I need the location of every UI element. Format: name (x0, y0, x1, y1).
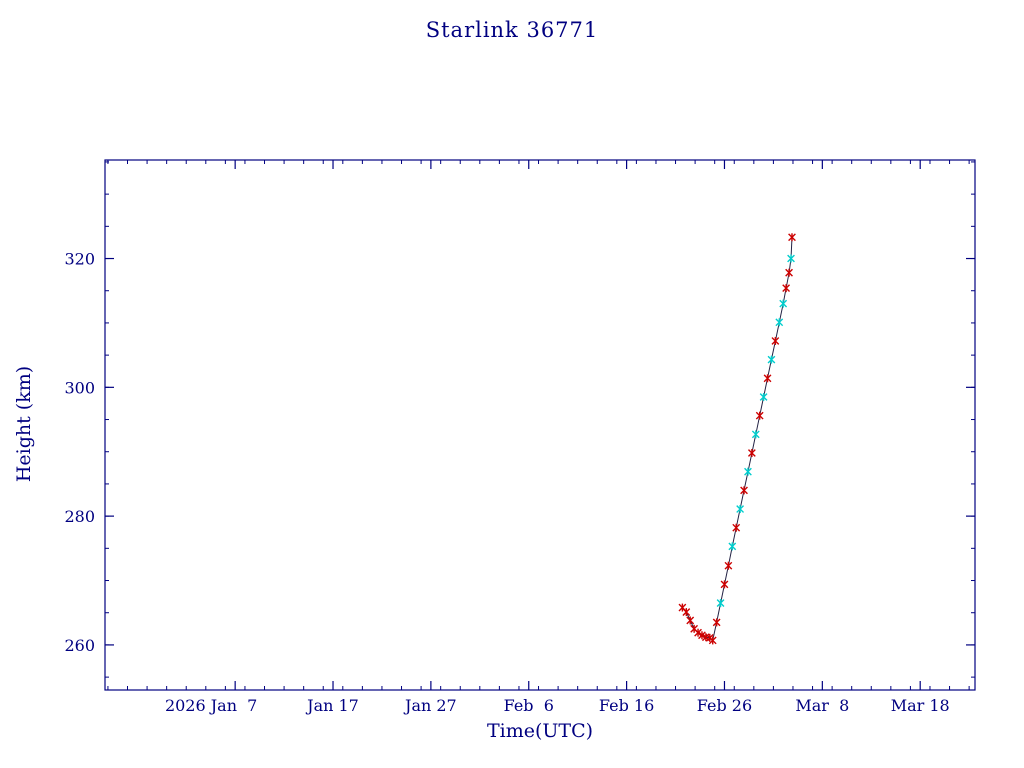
data-point-red (694, 628, 702, 637)
data-point-red (747, 449, 756, 458)
x-tick-label: Jan 27 (403, 696, 457, 715)
data-point-cyan (744, 467, 752, 476)
marker-stroke (678, 603, 687, 612)
data-point-red (732, 523, 741, 532)
marker-stroke (720, 580, 729, 589)
data-point-cyan (767, 355, 776, 364)
marker-stroke (755, 411, 764, 420)
x-tick-label: Feb 16 (599, 696, 654, 715)
data-point-red (712, 618, 721, 627)
y-tick-label: 320 (64, 250, 95, 269)
data-point-red (686, 616, 695, 625)
marker-stroke (690, 624, 699, 633)
data-point-cyan (716, 599, 725, 608)
marker-stroke (732, 523, 741, 532)
data-point-cyan (787, 254, 795, 263)
x-axis-label: Time(UTC) (486, 720, 594, 742)
data-point-cyan (775, 318, 784, 327)
data-point-red (708, 636, 717, 645)
data-point-red (698, 631, 706, 640)
x-tick-label: 2026 Jan 7 (165, 696, 257, 715)
marker-stroke (716, 599, 725, 607)
data-point-cyan (759, 392, 768, 401)
marker-stroke (698, 631, 706, 640)
marker-stroke (686, 616, 695, 625)
x-tick-label: Mar 8 (795, 696, 849, 715)
marker-stroke (740, 486, 748, 495)
y-tick-label: 260 (64, 636, 95, 655)
x-tick-label: Mar 18 (891, 696, 950, 715)
trend-line (682, 237, 793, 642)
marker-stroke (763, 374, 772, 383)
data-point-cyan (779, 299, 788, 308)
marker-stroke (771, 337, 780, 345)
marker-stroke (708, 636, 717, 645)
data-point-red (771, 336, 780, 345)
marker-stroke (785, 268, 793, 277)
data-point-red (720, 580, 729, 589)
marker-stroke (787, 254, 795, 263)
marker-stroke (747, 449, 756, 457)
marker-stroke (724, 561, 733, 570)
data-point-red (755, 411, 764, 420)
marker-stroke (694, 628, 702, 637)
data-point-red (788, 233, 796, 242)
marker-stroke (682, 608, 691, 616)
marker-stroke (751, 430, 760, 439)
data-point-red (763, 374, 772, 383)
data-point-red (782, 284, 791, 293)
data-point-red (785, 268, 793, 277)
x-tick-label: Feb 6 (504, 696, 554, 715)
data-point-cyan (736, 505, 745, 514)
marker-stroke (788, 233, 796, 242)
y-tick-label: 280 (64, 507, 95, 526)
data-point-red (740, 486, 748, 495)
marker-stroke (775, 318, 784, 327)
marker-stroke (779, 299, 788, 308)
marker-stroke (701, 633, 710, 642)
x-tick-label: Jan 17 (305, 696, 359, 715)
marker-stroke (767, 355, 776, 364)
marker-stroke (759, 393, 768, 401)
x-tick-label: Feb 26 (697, 696, 752, 715)
data-point-cyan (728, 542, 737, 551)
data-point-red (682, 608, 691, 617)
marker-stroke (782, 284, 791, 293)
marker-stroke (712, 618, 721, 627)
data-point-cyan (751, 430, 760, 439)
marker-stroke (744, 467, 752, 476)
chart-title: Starlink 36771 (425, 18, 599, 42)
plot-frame (104, 159, 976, 691)
data-point-red (724, 561, 733, 570)
marker-stroke (728, 542, 737, 551)
marker-stroke (736, 505, 745, 513)
y-tick-label: 300 (64, 378, 95, 397)
